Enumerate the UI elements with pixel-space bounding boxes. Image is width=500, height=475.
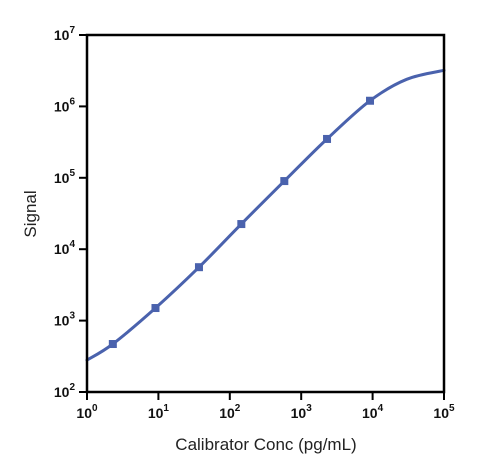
y-tick-label: 105 <box>54 168 76 186</box>
y-tick-label: 102 <box>54 382 76 400</box>
data-point-2 <box>151 304 160 313</box>
x-axis-ticks: 100 101 102 103 104 105 <box>76 392 455 421</box>
data-point-6 <box>323 134 332 143</box>
y-axis-title: Signal <box>21 190 40 237</box>
points-layer <box>108 96 375 349</box>
x-tick-label: 103 <box>291 403 313 421</box>
series-curve <box>85 68 446 362</box>
plot-frame <box>85 33 446 394</box>
data-point-4 <box>237 220 246 229</box>
x-tick-label: 104 <box>362 403 384 421</box>
x-tick-label: 105 <box>433 403 455 421</box>
data-point-1 <box>108 340 117 349</box>
x-axis-title: Calibrator Conc (pg/mL) <box>175 435 356 454</box>
y-tick-label: 103 <box>54 311 76 329</box>
data-point-7 <box>366 96 375 105</box>
data-point-3 <box>194 263 203 272</box>
curve-layer <box>85 68 446 362</box>
x-tick-label: 100 <box>76 403 98 421</box>
x-tick-label: 101 <box>148 403 170 421</box>
x-tick-label: 102 <box>219 403 241 421</box>
y-tick-label: 104 <box>54 239 76 257</box>
y-axis-ticks: 102 103 104 105 106 107 <box>54 25 87 400</box>
y-tick-label: 107 <box>54 25 76 43</box>
y-tick-label: 106 <box>54 96 76 114</box>
data-point-5 <box>280 177 289 186</box>
